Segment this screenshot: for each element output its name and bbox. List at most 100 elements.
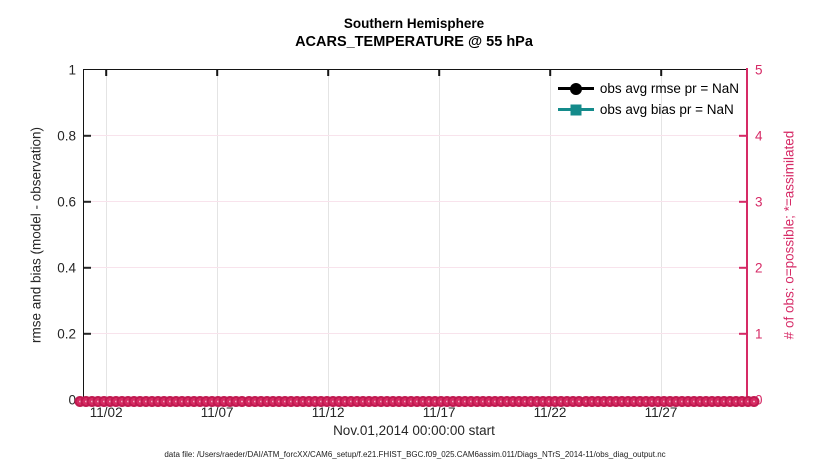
right-y-tick-label: 5	[755, 62, 763, 78]
obs-count-marker	[399, 395, 411, 407]
x-tick-mark	[216, 70, 218, 76]
legend-circle-marker-icon	[569, 82, 582, 95]
left-y-tick-mark	[84, 135, 91, 137]
gridline-vertical	[661, 70, 662, 400]
obs-count-marker	[567, 395, 579, 407]
obs-count-marker	[742, 395, 754, 407]
obs-count-marker	[610, 395, 622, 407]
gridline-vertical	[328, 70, 330, 400]
obs-count-marker	[279, 395, 291, 407]
obs-count-marker	[303, 395, 315, 407]
obs-count-marker	[718, 395, 730, 407]
obs-count-marker	[375, 395, 387, 407]
obs-count-marker	[249, 395, 261, 407]
legend-item-rmse: obs avg rmse pr = NaN	[557, 79, 739, 98]
obs-count-marker	[321, 395, 333, 407]
left-y-tick-label: 0.8	[57, 128, 76, 144]
x-tick-label: 11/17	[422, 405, 456, 420]
obs-count-marker	[555, 395, 567, 407]
obs-count-marker	[188, 395, 200, 407]
obs-count-marker	[104, 395, 116, 407]
obs-count-marker	[92, 395, 104, 407]
obs-count-marker	[507, 395, 519, 407]
gridline-horizontal	[84, 135, 746, 136]
legend: obs avg rmse pr = NaN obs avg bias pr = …	[557, 79, 739, 119]
obs-count-marker	[267, 395, 279, 407]
right-y-tick-label: 2	[755, 260, 763, 276]
chart-title: Southern Hemisphere ACARS_TEMPERATURE @ …	[83, 15, 745, 52]
obs-count-marker	[604, 395, 616, 407]
obs-count-marker	[164, 395, 176, 407]
right-y-tick-mark	[739, 333, 746, 335]
obs-count-marker	[176, 395, 188, 407]
gridline-vertical	[439, 70, 441, 400]
obs-count-marker	[224, 395, 236, 407]
obs-count-marker-band	[74, 395, 760, 407]
obs-count-marker	[646, 395, 658, 407]
obs-count-marker	[411, 395, 423, 407]
plot-area: 11/02 11/07 11/12 11/17 11/22 11/27 0 0.2 0.4 0.6…	[57, 63, 762, 421]
gridline-vertical	[550, 70, 552, 400]
obs-count-marker	[194, 395, 206, 407]
legend-label-rmse: obs avg rmse pr = NaN	[599, 81, 739, 96]
x-tick-label: 11/27	[644, 405, 678, 420]
title-variable-level: ACARS_TEMPERATURE @ 55 hPa	[295, 34, 533, 50]
obs-count-marker	[140, 395, 152, 407]
left-y-tick-label: 0.2	[57, 326, 76, 342]
left-y-tick-label: 1	[68, 62, 76, 78]
left-y-tick-mark	[84, 267, 91, 269]
obs-count-marker	[537, 395, 549, 407]
obs-count-marker	[477, 395, 489, 407]
legend-line-bias	[557, 104, 594, 115]
obs-count-marker	[417, 395, 429, 407]
obs-count-marker	[465, 395, 477, 407]
obs-count-marker	[369, 395, 381, 407]
right-y-tick-mark	[739, 267, 746, 269]
obs-count-marker	[230, 395, 242, 407]
left-y-axis-label: rmse and bias (model - observation)	[28, 126, 44, 344]
obs-count-marker	[128, 395, 140, 407]
x-tick-label: 11/02	[89, 405, 123, 420]
obs-count-marker	[549, 395, 561, 407]
x-tick-mark	[438, 70, 440, 76]
gridline-horizontal	[84, 201, 746, 202]
obs-count-marker	[236, 395, 248, 407]
x-tick-label: 11/07	[200, 405, 234, 420]
obs-count-marker	[170, 395, 182, 407]
left-y-tick-mark	[84, 333, 91, 335]
obs-count-marker	[393, 395, 405, 407]
obs-count-marker	[285, 395, 297, 407]
title-region: Southern Hemisphere	[343, 16, 485, 31]
obs-count-marker	[423, 395, 435, 407]
obs-count-marker	[501, 395, 513, 407]
obs-count-marker	[429, 395, 441, 407]
obs-count-marker	[513, 395, 525, 407]
x-axis-label: Nov.01,2014 00:00:00 start	[333, 423, 495, 438]
obs-count-marker	[519, 395, 531, 407]
obs-count-marker	[152, 395, 164, 407]
obs-count-marker	[573, 395, 585, 407]
obs-count-marker	[459, 395, 471, 407]
obs-count-marker	[730, 395, 742, 407]
obs-count-marker	[640, 395, 652, 407]
obs-count-marker	[658, 395, 670, 407]
obs-count-marker	[712, 395, 724, 407]
obs-count-marker	[357, 395, 369, 407]
obs-count-marker	[98, 395, 110, 407]
obs-count-marker	[297, 395, 309, 407]
gridline-vertical	[217, 70, 219, 400]
left-y-tick-label: 0.4	[57, 260, 76, 276]
obs-count-marker	[116, 395, 128, 407]
obs-count-marker	[676, 395, 688, 407]
obs-count-marker	[363, 395, 375, 407]
obs-count-marker	[381, 395, 393, 407]
obs-count-marker	[586, 395, 598, 407]
obs-count-marker	[682, 395, 694, 407]
gridline-horizontal	[84, 333, 746, 334]
left-y-tick-mark	[84, 201, 91, 203]
obs-count-marker	[598, 395, 610, 407]
obs-count-marker	[616, 395, 628, 407]
obs-count-marker	[351, 395, 363, 407]
obs-count-marker	[592, 395, 604, 407]
obs-count-marker	[158, 395, 170, 407]
